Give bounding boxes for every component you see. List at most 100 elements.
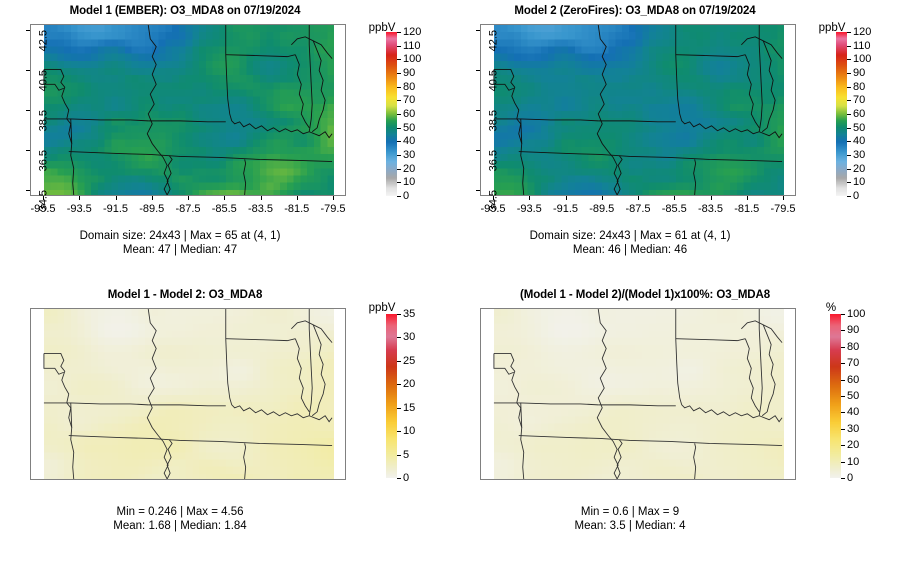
panel-model2-title: Model 2 (ZeroFires): O3_MDA8 on 07/19/20…: [514, 5, 756, 17]
panel-percent-difference-colorbar-tick-label: 60: [847, 373, 860, 386]
panel-model1-colorbar-tick-label: 30: [403, 149, 416, 161]
panel-model2-x-axis-tick-label: -87.5: [625, 203, 651, 215]
panel-model1-colorbar-tick-label: 90: [403, 67, 416, 79]
panel-percent-difference-colorbar-tick-label: 10: [847, 455, 860, 468]
panel-model2: Model 2 (ZeroFires): O3_MDA8 on 07/19/20…: [450, 0, 900, 280]
o3-percent-difference-canvas: [494, 309, 784, 479]
panel-model1-colorbar-tickmark: [397, 196, 401, 197]
panel-difference-colorbar-strip: [386, 314, 397, 478]
panel-model1-x-axis-tickmark: [260, 196, 262, 200]
panel-model1-colorbar-title: ppbV: [368, 22, 396, 34]
panel-difference-colorbar-tick-label: 5: [403, 448, 410, 461]
panel-model2-colorbar-tickmark: [847, 141, 851, 143]
panel-model1-x-axis-tick-label: -83.5: [247, 203, 274, 215]
panel-model2-x-axis-tick-label: -91.5: [552, 203, 579, 215]
panel-model2-y-axis-tickmark: [476, 150, 480, 151]
panel-difference-colorbar-tickmark: [397, 454, 401, 456]
panel-model2-y-axis-tickmark: [476, 110, 480, 111]
panel-model1-colorbar-tickmark: [397, 114, 401, 115]
panel-model1-x-axis-tickmark: [188, 196, 189, 200]
panel-percent-difference-colorbar-tickmark: [841, 379, 845, 381]
panel-percent-difference-colorbar-tickmark: [841, 428, 845, 430]
panel-model1-colorbar-tick-label: 10: [403, 176, 416, 189]
panel-model1-y-axis-tickmark: [26, 110, 30, 111]
panel-percent-difference-colorbar-tickmark: [841, 363, 845, 365]
panel-model1-caption-line1: Domain size: 24x43 | Max = 65 at (4, 1): [79, 230, 281, 242]
panel-model1-x-axis-tickmark: [296, 196, 298, 200]
panel-model1-y-axis-tickmark: [26, 30, 30, 31]
panel-model2-plotbox: [480, 24, 796, 196]
panel-model2-colorbar-tickmark: [847, 86, 851, 88]
panel-model2-colorbar-tickmark: [847, 114, 851, 115]
panel-model2-y-axis-tick-label: 40.5: [487, 70, 500, 92]
panel-difference-caption-line1: Min = 0.246 | Max = 4.56: [116, 506, 244, 518]
panel-model2-colorbar-tick-label: 30: [853, 149, 866, 161]
panel-model1-colorbar-tickmark: [397, 73, 401, 74]
panel-model2-colorbar-tick-label: 40: [853, 135, 866, 148]
panel-model2-x-axis-tick-label: -79.5: [770, 203, 796, 215]
panel-model2-colorbar-tick-label: 80: [853, 80, 866, 93]
panel-model1-y-axis-tick-label: 34.5: [37, 190, 50, 212]
panel-percent-difference-raster-area: [481, 309, 795, 479]
panel-difference-colorbar-tickmark: [397, 478, 401, 479]
panel-percent-difference-colorbar-strip: [830, 314, 841, 478]
panel-model1-colorbar-tickmark: [397, 168, 401, 170]
panel-model1-raster-area: [31, 25, 345, 195]
panel-model1-x-axis-tickmark: [79, 196, 81, 200]
panel-model1-colorbar-tick-label: 110: [403, 39, 421, 52]
panel-model1-colorbar-tickmark: [397, 86, 401, 88]
panel-model2-colorbar-title: ppbV: [818, 22, 846, 34]
panel-difference-colorbar-tickmark: [397, 384, 401, 386]
panel-model1-colorbar-tickmark: [397, 127, 401, 129]
panel-model1: Model 1 (EMBER): O3_MDA8 on 07/19/2024: [0, 0, 450, 280]
panel-model1-x-axis-tick-label: -91.5: [102, 203, 129, 215]
panel-model1-x-axis: -95.5 -93.5 -91.5 -89.5 -87.5 -85.5 -83.5 -81.5…: [30, 196, 346, 222]
panel-model2-colorbar-tick-label: 110: [853, 39, 871, 52]
panel-model2-colorbar-tick-label: 0: [853, 190, 860, 202]
panel-model1-y-axis-tick-label: 36.5: [37, 150, 50, 172]
panel-percent-difference-colorbar-tickmark: [841, 412, 845, 414]
panel-model2-x-axis-tick-label: -83.5: [697, 203, 724, 215]
panel-model2-colorbar-tickmark: [847, 45, 851, 47]
panel-model1-colorbar-tick-label: 50: [403, 121, 416, 134]
panel-model1-colorbar-tickmark: [397, 182, 401, 184]
panel-model2-caption-line2: Mean: 46 | Median: 46: [572, 243, 688, 256]
panel-model2-x-axis-tick-label: -81.5: [734, 203, 760, 215]
panel-model2-x-axis-tickmark: [601, 196, 603, 200]
panel-model2-colorbar-strip: [836, 32, 847, 196]
panel-model1-colorbar-tick-label: 20: [403, 162, 416, 175]
panel-model2-y-axis-tick-label: 34.5: [487, 190, 500, 212]
panel-model1-y-axis-tick-label: 38.5: [37, 110, 50, 132]
panel-model1-title: Model 1 (EMBER): O3_MDA8 on 07/19/2024: [69, 5, 301, 17]
panel-model1-y-axis-tick-label: 40.5: [37, 70, 50, 92]
o3-field-model2-canvas: [494, 25, 784, 195]
panel-model2-x-axis-tick-label: -85.5: [661, 203, 687, 215]
panel-percent-difference-colorbar-tickmark: [841, 445, 845, 447]
panel-model1-y-axis-tickmark: [26, 70, 30, 71]
panel-model1-x-axis-tickmark: [115, 196, 117, 200]
panel-model1-colorbar-tickmark: [397, 32, 401, 33]
panel-percent-difference-colorbar-tick-label: 50: [847, 390, 860, 402]
panel-difference-colorbar-tick-label: 20: [403, 378, 416, 391]
panel-difference-colorbar-tickmark: [397, 337, 401, 339]
panel-model2-colorbar-tickmark: [847, 182, 851, 184]
panel-percent-difference-colorbar-tickmark: [841, 461, 845, 463]
panel-model2-x-axis-tickmark: [783, 196, 784, 200]
panel-model2-colorbar-tickmark: [847, 155, 851, 156]
panel-model2-y-axis: 34.5 36.5 38.5 40.5 42.5: [450, 24, 499, 211]
panel-model2-colorbar-tickmark: [847, 73, 851, 74]
panel-percent-difference: (Model 1 - Model 2)/(Model 1)x100%: O3_M…: [450, 280, 900, 561]
panel-difference-plotbox: [30, 308, 346, 480]
panel-percent-difference-colorbar-tick-label: 80: [847, 340, 860, 353]
panel-model1-x-axis-tick-label: -79.5: [320, 203, 346, 215]
panel-model1-x-axis-tick-label: -95.5: [30, 203, 56, 215]
panel-model1-x-axis-tick-label: -87.5: [175, 203, 201, 215]
panel-difference-colorbar-tickmark: [397, 360, 401, 362]
panel-model2-colorbar: ppbV 0 10 20 30 40 50 60 70 80 90 100 110 120: [810, 22, 900, 202]
panel-difference-colorbar-tickmark: [397, 407, 401, 409]
panel-model1-x-axis-tick-label: -89.5: [139, 203, 165, 215]
panel-difference-colorbar-tick-label: 35: [403, 308, 416, 320]
panel-model1-colorbar-tick-label: 120: [403, 26, 422, 38]
panel-difference-colorbar-tick-label: 10: [403, 425, 416, 438]
